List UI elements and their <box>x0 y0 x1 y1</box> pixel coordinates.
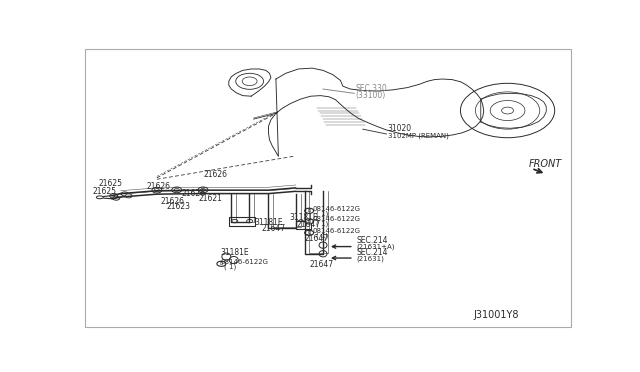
Text: B: B <box>307 208 311 213</box>
Text: (21631+A): (21631+A) <box>356 244 396 250</box>
Text: J31001Y8: J31001Y8 <box>474 310 520 320</box>
Circle shape <box>198 187 208 193</box>
Text: B: B <box>307 230 311 235</box>
Text: 31181E: 31181E <box>220 248 249 257</box>
Text: 21625: 21625 <box>99 179 123 188</box>
Text: 21625: 21625 <box>92 187 116 196</box>
Circle shape <box>305 208 314 214</box>
Text: 08146-6122G: 08146-6122G <box>312 206 360 212</box>
Text: 21647: 21647 <box>304 234 328 243</box>
Text: 21626: 21626 <box>182 189 205 198</box>
Text: 21626: 21626 <box>203 170 227 179</box>
Text: 21647: 21647 <box>309 260 333 269</box>
Text: B: B <box>220 261 223 266</box>
Circle shape <box>152 187 162 193</box>
Text: ( 1): ( 1) <box>316 232 328 238</box>
Text: (33100): (33100) <box>355 91 385 100</box>
Circle shape <box>305 219 314 224</box>
Text: B: B <box>307 219 311 224</box>
Text: 21647: 21647 <box>261 224 285 233</box>
Text: FRONT: FRONT <box>529 159 562 169</box>
Text: 3102MP (REMAN): 3102MP (REMAN) <box>388 133 449 139</box>
Text: 21621: 21621 <box>198 194 222 203</box>
Text: 31181E: 31181E <box>289 213 318 222</box>
Text: 21647: 21647 <box>297 220 321 230</box>
Text: 21626: 21626 <box>147 182 171 191</box>
Text: 21623: 21623 <box>167 202 191 211</box>
Text: ( 1): ( 1) <box>316 210 328 217</box>
Circle shape <box>246 219 253 223</box>
FancyBboxPatch shape <box>229 217 255 226</box>
Circle shape <box>217 261 226 266</box>
Text: 21626: 21626 <box>161 197 185 206</box>
Text: ( 1): ( 1) <box>224 264 236 270</box>
Text: ( 1): ( 1) <box>316 221 328 227</box>
Circle shape <box>121 192 128 196</box>
Circle shape <box>125 194 132 198</box>
Text: 08146-6122G: 08146-6122G <box>312 216 360 222</box>
Text: 08146-6122G: 08146-6122G <box>220 259 268 264</box>
Circle shape <box>232 219 237 223</box>
Text: 08146-6122G: 08146-6122G <box>312 228 360 234</box>
Text: SEC.330: SEC.330 <box>355 84 387 93</box>
Circle shape <box>172 187 182 193</box>
Text: 31181E: 31181E <box>255 218 284 227</box>
Text: 31020: 31020 <box>388 125 412 134</box>
Circle shape <box>305 230 314 235</box>
FancyBboxPatch shape <box>296 221 310 230</box>
Text: SEC.214: SEC.214 <box>356 248 388 257</box>
Text: SEC.214: SEC.214 <box>356 235 388 244</box>
Text: (21631): (21631) <box>356 256 385 262</box>
